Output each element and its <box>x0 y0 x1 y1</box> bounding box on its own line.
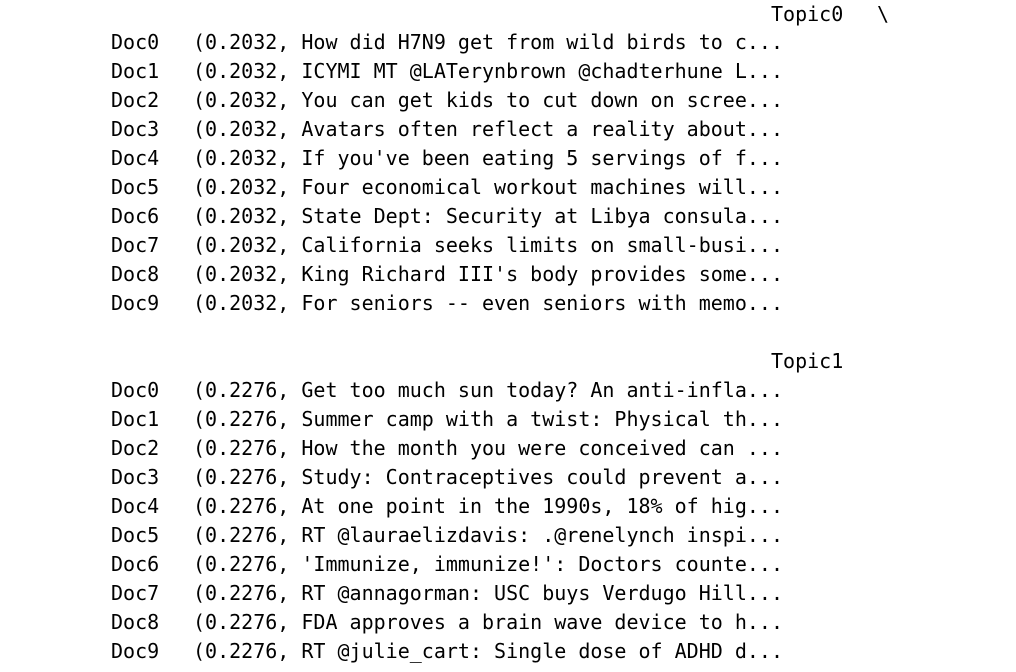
row-label: Doc3 <box>111 117 160 141</box>
row-value: (0.2032, How did H7N9 get from wild bird… <box>193 30 784 54</box>
row-value: (0.2276, RT @julie_cart: Single dose of … <box>193 639 784 663</box>
row-value: (0.2276, 'Immunize, immunize!': Doctors … <box>193 552 784 576</box>
row-value: (0.2276, Get too much sun today? An anti… <box>193 378 784 402</box>
row-label: Doc5 <box>111 523 160 547</box>
row-value: (0.2276, How the month you were conceive… <box>193 436 784 460</box>
row-label: Doc4 <box>111 494 160 518</box>
row-label: Doc9 <box>111 639 160 663</box>
row-label: Doc5 <box>111 175 160 199</box>
row-value: (0.2276, At one point in the 1990s, 18% … <box>193 494 784 518</box>
row-value: (0.2032, ICYMI MT @LATerynbrown @chadter… <box>193 59 784 83</box>
row-label: Doc2 <box>111 88 160 112</box>
row-value: (0.2032, If you've been eating 5 serving… <box>193 146 784 170</box>
row-value: (0.2032, Four economical workout machine… <box>193 175 784 199</box>
row-value: (0.2032, You can get kids to cut down on… <box>193 88 784 112</box>
row-label: Doc0 <box>111 30 160 54</box>
row-label: Doc9 <box>111 291 160 315</box>
row-value: (0.2276, Study: Contraceptives could pre… <box>193 465 784 489</box>
row-label: Doc2 <box>111 436 160 460</box>
row-label: Doc3 <box>111 465 160 489</box>
row-value: (0.2032, California seeks limits on smal… <box>193 233 784 257</box>
line-continuation-marker: \ <box>877 2 890 26</box>
row-value: (0.2276, FDA approves a brain wave devic… <box>193 610 784 634</box>
row-label: Doc7 <box>111 233 160 257</box>
topic1-header: Topic1 <box>771 349 844 373</box>
row-value: (0.2276, RT @annagorman: USC buys Verdug… <box>193 581 784 605</box>
row-value: (0.2276, Summer camp with a twist: Physi… <box>193 407 784 431</box>
row-value: (0.2032, For seniors -- even seniors wit… <box>193 291 784 315</box>
row-label: Doc0 <box>111 378 160 402</box>
topic0-header: Topic0 <box>771 2 844 26</box>
row-value: (0.2276, RT @lauraelizdavis: .@renelynch… <box>193 523 784 547</box>
row-label: Doc6 <box>111 552 160 576</box>
row-label: Doc6 <box>111 204 160 228</box>
row-label: Doc1 <box>111 407 160 431</box>
row-label: Doc8 <box>111 262 160 286</box>
row-value: (0.2032, King Richard III's body provide… <box>193 262 784 286</box>
row-label: Doc8 <box>111 610 160 634</box>
row-label: Doc4 <box>111 146 160 170</box>
row-label: Doc7 <box>111 581 160 605</box>
row-label: Doc1 <box>111 59 160 83</box>
row-value: (0.2032, Avatars often reflect a reality… <box>193 117 784 141</box>
row-value: (0.2032, State Dept: Security at Libya c… <box>193 204 784 228</box>
